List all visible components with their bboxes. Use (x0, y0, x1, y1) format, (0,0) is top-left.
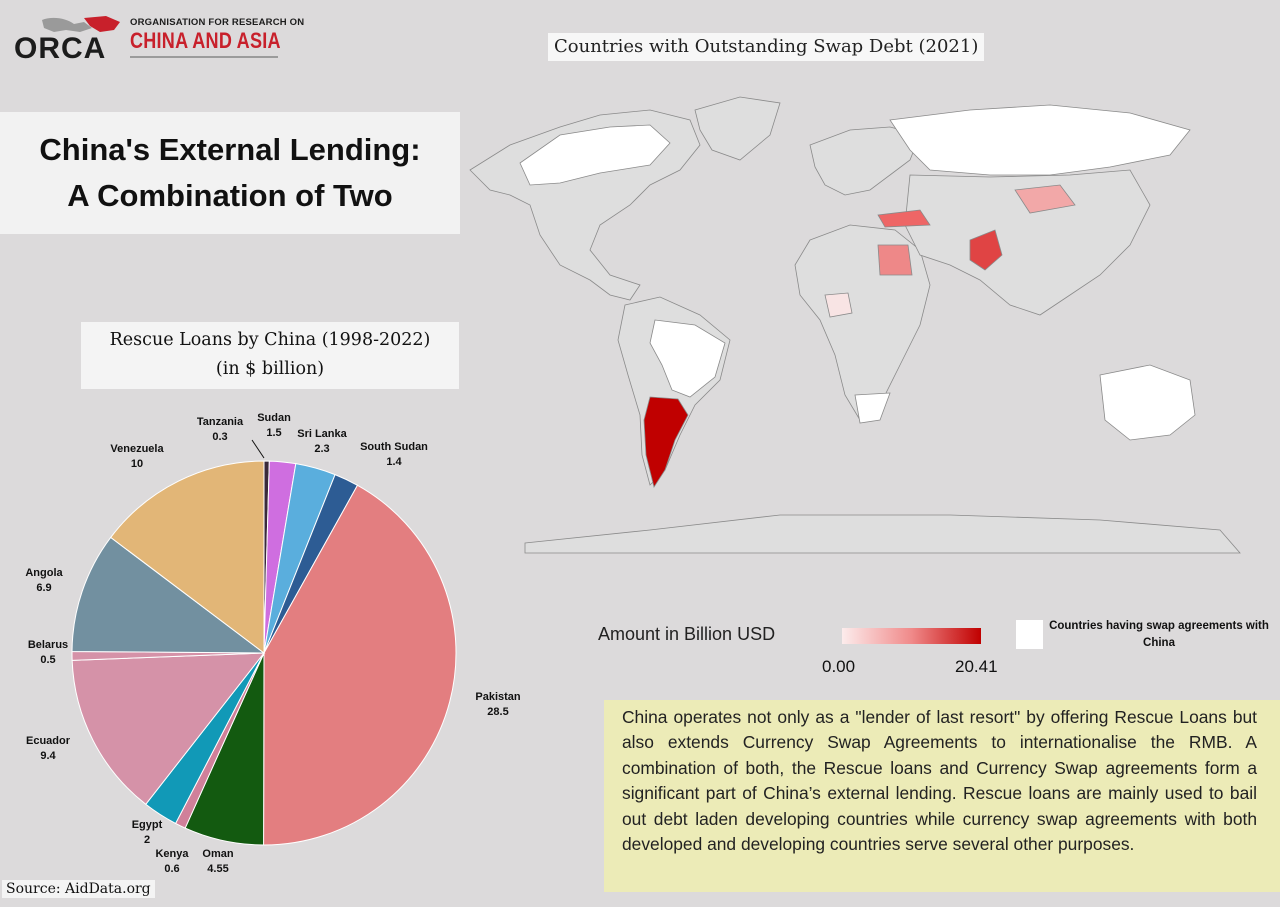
logo-wordmark: ORCA (14, 32, 106, 62)
pie-slice-pakistan (263, 484, 457, 846)
tanzania-leader-line (251, 439, 265, 459)
description-box: China operates not only as a "lender of … (604, 700, 1280, 892)
map-brazil (649, 319, 726, 398)
pie-label-venezuela: Venezuela (110, 443, 164, 455)
orca-logo-icon: ORCA (14, 16, 120, 62)
map-title: Countries with Outstanding Swap Debt (20… (548, 33, 985, 61)
map-egypt (877, 244, 913, 276)
pie-value-ecuador: 9.4 (40, 750, 56, 762)
pie-value-sudan: 1.5 (266, 427, 281, 439)
map-mongolia (1014, 184, 1076, 214)
pie-label-angola: Angola (25, 567, 63, 579)
map-canada (519, 124, 671, 186)
world-map (469, 96, 1241, 554)
map-south-africa (854, 392, 891, 424)
title-line1: China's External Lending: (39, 132, 421, 167)
map-asia (904, 169, 1151, 316)
pie-value-kenya: 0.6 (164, 863, 179, 875)
pie-title: Rescue Loans by China (1998-2022) (109, 330, 431, 350)
pie-slice-ecuador (71, 652, 266, 805)
legend-color-bar (842, 628, 981, 644)
pie-label-sri-lanka: Sri Lanka (297, 428, 347, 440)
source-note: Source: AidData.org (2, 880, 155, 898)
pie-value-south-sudan: 1.4 (386, 456, 402, 468)
map-nigeria (824, 292, 853, 318)
pie-label-sudan: Sudan (257, 412, 291, 424)
pie-subtitle: (in $ billion) (215, 359, 325, 379)
pie-label-belarus: Belarus (28, 639, 68, 651)
swap-legend-swatch (1016, 620, 1043, 649)
pie-label-ecuador: Ecuador (26, 735, 71, 747)
map-africa (794, 224, 931, 421)
pie-title-box: Rescue Loans by China (1998-2022) (in $ … (81, 322, 459, 389)
swap-legend-label: Countries having swap agreements with Ch… (1049, 620, 1269, 649)
map-argentina (643, 396, 689, 488)
map-australia (1099, 364, 1196, 441)
legend-min: 0.00 (822, 657, 856, 676)
page-title: China's External Lending: A Combination … (0, 112, 460, 234)
logo-text: ORGANISATION FOR RESEARCH ON CHINA AND A… (130, 17, 305, 54)
map-greenland (694, 96, 781, 161)
pie-chart: Tanzania 0.3 Sudan 1.5 Sri Lanka 2.3 South Sud… (25, 412, 521, 875)
map-russia (889, 104, 1191, 176)
pie-value-belarus: 0.5 (40, 654, 55, 666)
map-antarctica (524, 514, 1241, 554)
logo-line2: CHINA AND ASIA (130, 28, 281, 53)
map-europe (809, 126, 921, 196)
pie-slice-angola (71, 536, 266, 654)
map-turkey (877, 209, 931, 228)
pie-value-egypt: 2 (144, 834, 150, 846)
pie-value-tanzania: 0.3 (212, 431, 227, 443)
pie-label-pakistan: Pakistan (475, 691, 521, 703)
title-line2: A Combination of Two (67, 178, 393, 213)
pie-label-tanzania: Tanzania (197, 416, 244, 428)
pie-label-egypt: Egypt (132, 819, 163, 831)
description-text: China operates not only as a "lender of … (622, 707, 1257, 855)
logo-line1: ORGANISATION FOR RESEARCH ON (130, 17, 305, 28)
pie-value-pakistan: 28.5 (487, 706, 508, 718)
map-pakistan (969, 229, 1003, 271)
pie-label-oman: Oman (202, 848, 233, 860)
pie-label-kenya: Kenya (155, 848, 189, 860)
pie-value-angola: 6.9 (36, 582, 51, 594)
pie-label-south-sudan: South Sudan (360, 441, 428, 453)
legend-max: 20.41 (955, 657, 998, 676)
pie-value-venezuela: 10 (131, 458, 143, 470)
legend-label: Amount in Billion USD (598, 624, 776, 644)
pie-value-oman: 4.55 (207, 863, 228, 875)
pie-slice-venezuela (110, 460, 265, 655)
logo-divider (130, 56, 278, 58)
pie-value-sri-lanka: 2.3 (314, 443, 329, 455)
